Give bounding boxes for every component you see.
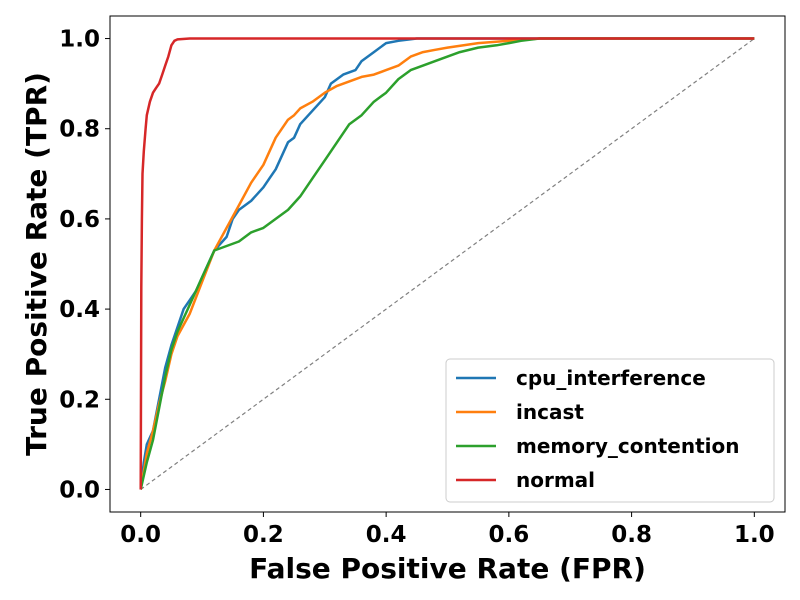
series-layer [139,37,755,490]
y-tick-label: 0.2 [59,387,100,413]
x-axis-ticks: 0.0 0.2 0.4 0.6 0.8 1.0 [120,512,775,548]
plot-frame [109,15,786,513]
y-tick-label: 1.0 [59,27,100,53]
y-tick-label: 0.0 [59,477,100,503]
legend-label-incast: incast [516,400,584,424]
legend-label-normal: normal [516,468,595,492]
diagonal-reference-line [140,38,755,490]
x-axis-label: False Positive Rate (FPR) [249,552,646,585]
x-tick-label: 0.8 [611,522,652,548]
legend-box [445,358,775,503]
series-line-memory-contention [139,37,755,490]
x-tick-label: 1.0 [734,522,775,548]
x-tick-label: 0.2 [243,522,284,548]
series-line-incast [139,37,755,490]
series-line-normal [139,37,755,490]
x-tick-label: 0.6 [488,522,529,548]
y-axis-label: True Positive Rate (TPR) [20,72,53,456]
y-tick-label: 0.8 [59,117,100,143]
x-tick-label: 0.4 [366,522,407,548]
y-axis-ticks: 0.0 0.2 0.4 0.6 0.8 1.0 [59,27,110,503]
y-tick-label: 0.6 [59,207,100,233]
legend-label-cpu-interference: cpu_interference [516,366,706,390]
y-tick-label: 0.4 [59,297,100,323]
diagonal-layer [140,38,755,490]
x-tick-label: 0.0 [120,522,161,548]
legend-label-memory-contention: memory_contention [516,434,739,458]
